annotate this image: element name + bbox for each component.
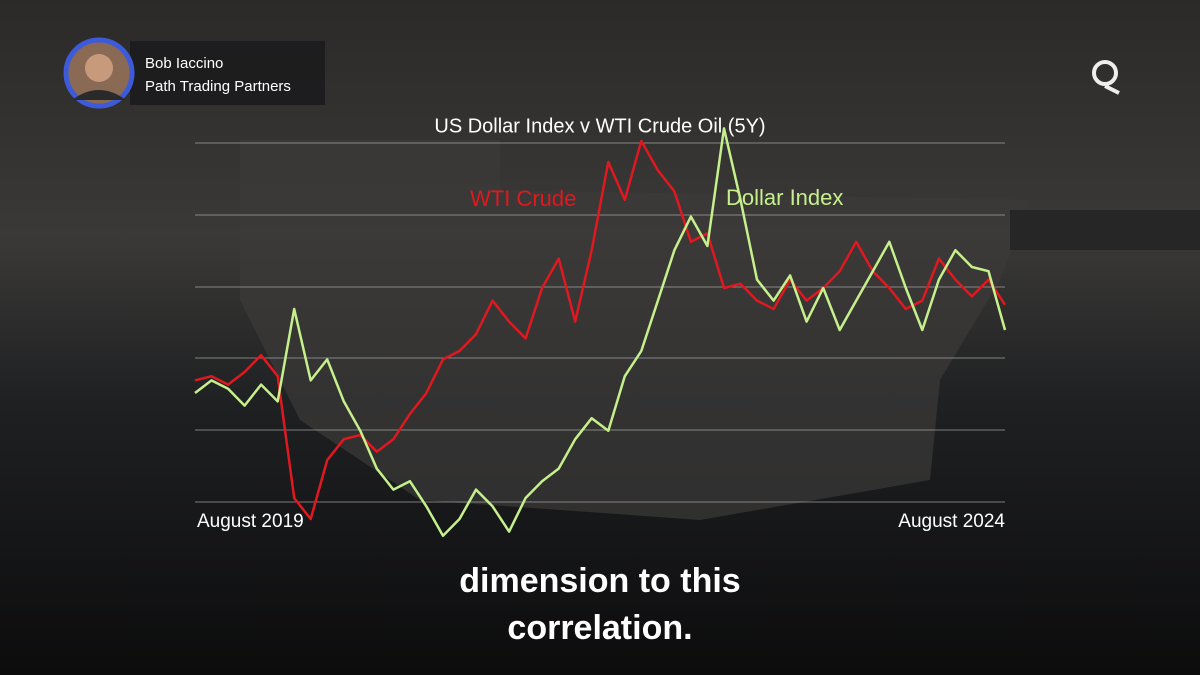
speaker-affiliation: Path Trading Partners bbox=[145, 78, 291, 95]
plot: August 2019 August 2024 WTI Crude Dollar In… bbox=[194, 127, 1007, 538]
logo-tail bbox=[1104, 84, 1120, 95]
shore bbox=[1010, 210, 1200, 250]
lower-third bbox=[130, 41, 325, 105]
series-line bbox=[194, 139, 1007, 521]
series-line bbox=[194, 127, 1007, 538]
caption-line: dimension to this bbox=[459, 562, 740, 600]
ship bbox=[240, 140, 1030, 520]
avatar-face bbox=[85, 54, 113, 82]
x-tick-label: August 2024 bbox=[898, 511, 1005, 532]
series-label: WTI Crude bbox=[470, 186, 576, 211]
x-tick-label: August 2019 bbox=[197, 511, 304, 532]
chart-title: US Dollar Index v WTI Crude Oil (5Y) bbox=[434, 115, 765, 137]
caption-line: correlation. bbox=[507, 609, 692, 647]
avatar-body bbox=[72, 90, 126, 100]
series-label: Dollar Index bbox=[726, 185, 843, 210]
speaker-name: Bob Iaccino bbox=[145, 55, 223, 72]
grid bbox=[195, 142, 1005, 503]
logo bbox=[1092, 60, 1118, 86]
